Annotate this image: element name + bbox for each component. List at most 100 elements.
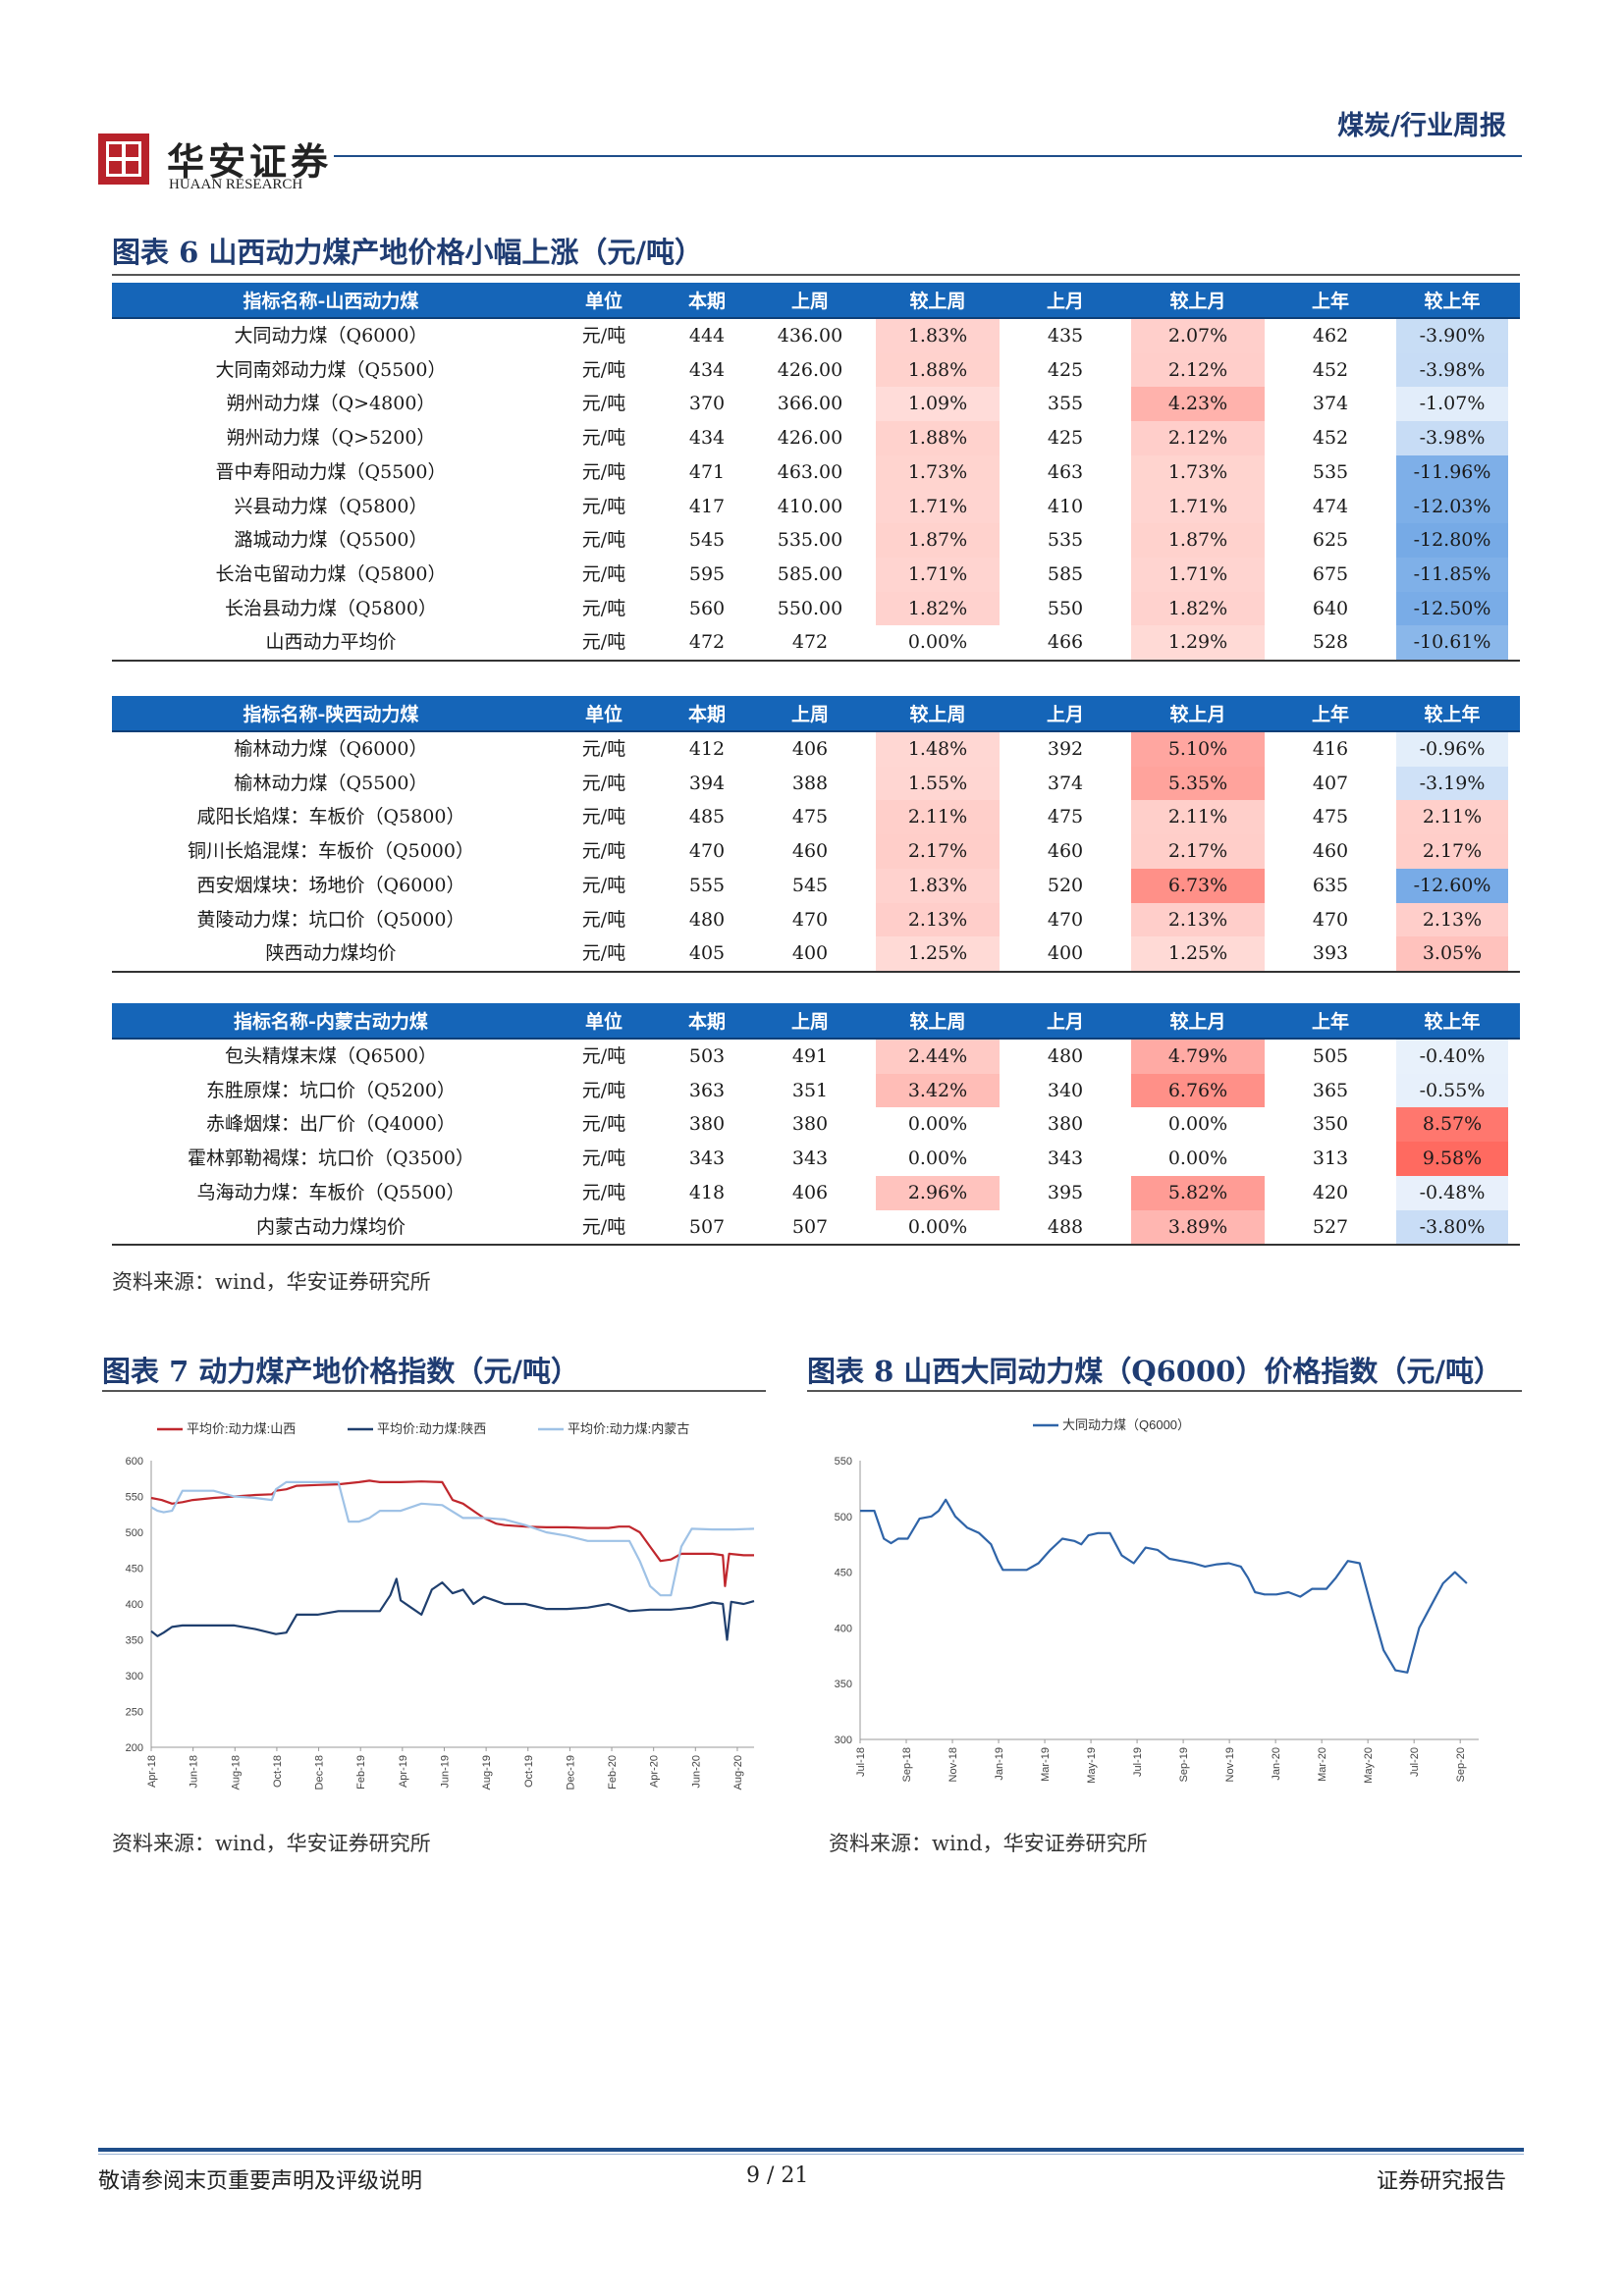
table-cell: 520 (1047, 874, 1084, 896)
table-header-cell: 较上年 (1384, 1003, 1520, 1040)
table-cell: 374 (1047, 772, 1084, 794)
table-cell: 463 (1047, 460, 1084, 483)
table-header-cell: 上年 (1276, 1003, 1384, 1040)
footer-disclaimer: 敬请参阅末页重要声明及评级说明 (98, 2169, 423, 2194)
table-cell: 625 (1312, 529, 1349, 552)
table-row: 黄陵动力煤：坑口价（Q5000） 元/吨 480 470 2.13% 470 2.13% 47… (112, 902, 1520, 937)
table-cell: 2.11% (1131, 800, 1265, 835)
table-row: 长治县动力煤（Q5800） 元/吨 560 550.00 1.82% 550 1.82% 64… (112, 591, 1520, 626)
table-cell: 472 (791, 631, 829, 654)
table-cell: 0.00% (907, 1148, 968, 1170)
table-cell: 470 (791, 908, 829, 931)
row-label: 霍林郭勒褐煤：坑口价（Q3500） (188, 1148, 474, 1170)
table-row: 霍林郭勒褐煤：坑口价（Q3500） 元/吨 343 343 0.00% 343 0.00% 3… (112, 1142, 1520, 1176)
table-cell: 503 (688, 1045, 726, 1067)
table-cell: 元/吨 (581, 1045, 626, 1067)
y-tick-label: 500 (126, 1527, 143, 1539)
table-header-cell: 上月 (1011, 1003, 1119, 1040)
table-cell: 417 (688, 495, 726, 517)
table-cell: -12.50% (1396, 591, 1508, 626)
table-header-cell: 较上月 (1119, 283, 1276, 319)
row-label: 兴县动力煤（Q5800） (234, 495, 428, 517)
table-cell: 480 (688, 908, 726, 931)
table-header-cell: 上年 (1276, 696, 1384, 732)
table-cell: 560 (688, 597, 726, 619)
table-cell: -11.96% (1396, 454, 1508, 490)
row-label: 榆林动力煤（Q5500） (234, 772, 428, 794)
x-tick-label: Oct-19 (523, 1755, 535, 1788)
table-row: 东胜原煤：坑口价（Q5200） 元/吨 363 351 3.42% 340 6.76% 365… (112, 1073, 1520, 1108)
table-cell: 2.07% (1131, 319, 1265, 353)
table-cell: 474 (1312, 495, 1349, 517)
table-cell: 元/吨 (581, 840, 626, 863)
table-cell: 4.79% (1131, 1040, 1265, 1074)
table-cell: -12.80% (1396, 523, 1508, 558)
x-tick-label: May-20 (1363, 1747, 1375, 1784)
table-cell: -0.96% (1396, 732, 1508, 767)
table-row: 咸阳长焰煤：车板价（Q5800） 元/吨 485 475 2.11% 475 2.11% 47… (112, 800, 1520, 835)
table-cell: -0.55% (1396, 1073, 1508, 1108)
table-row: 乌海动力煤：车板价（Q5500） 元/吨 418 406 2.96% 395 5.82% 42… (112, 1175, 1520, 1210)
table-cell: 351 (791, 1079, 829, 1101)
table-cell: 元/吨 (581, 358, 626, 381)
table-cell: -3.80% (1396, 1209, 1508, 1245)
figure7-rule (102, 1390, 766, 1392)
row-label: 大同南郊动力煤（Q5500） (215, 358, 447, 381)
x-tick-label: Aug-19 (481, 1755, 493, 1789)
table-cell: 2.12% (1131, 421, 1265, 455)
row-label: 晋中寿阳动力煤（Q5500） (215, 460, 447, 483)
y-tick-label: 450 (126, 1564, 143, 1575)
table-cell: 1.87% (876, 523, 1000, 558)
row-label: 东胜原煤：坑口价（Q5200） (206, 1079, 456, 1101)
x-tick-label: Aug-20 (732, 1755, 744, 1789)
table-cell: 460 (1312, 840, 1349, 863)
report-type: 煤炭/行业周报 (1337, 111, 1506, 141)
legend-label: 平均价:动力煤:陕西 (377, 1421, 486, 1436)
x-tick-label: Jan-20 (1271, 1747, 1282, 1781)
table-cell: 485 (688, 806, 726, 828)
y-tick-label: 450 (835, 1568, 852, 1579)
series-line-shaanxi (150, 1577, 755, 1641)
y-tick-label: 600 (126, 1456, 143, 1468)
table-cell: 435 (1047, 325, 1084, 347)
table-header-cell: 上月 (1011, 283, 1119, 319)
x-tick-label: Jun-19 (439, 1755, 451, 1789)
table-cell: 407 (1312, 772, 1349, 794)
table-cell: 1.25% (1131, 936, 1265, 971)
table-cell: 452 (1312, 358, 1349, 381)
x-tick-label: Jun-20 (690, 1755, 702, 1789)
table-row: 兴县动力煤（Q5800） 元/吨 417 410.00 1.71% 410 1.71% 474… (112, 489, 1520, 524)
series-line-shanxi (150, 1479, 754, 1587)
table-cell: 元/吨 (581, 631, 626, 654)
table-cell: 675 (1312, 562, 1349, 585)
table-cell: 380 (688, 1113, 726, 1136)
row-label: 西安烟煤块：场地价（Q6000） (196, 874, 465, 896)
table-header-name: 指标名称-内蒙古动力煤 (112, 1003, 550, 1040)
table-cell: 340 (1047, 1079, 1084, 1101)
table-cell: 0.00% (907, 1215, 968, 1238)
row-label: 乌海动力煤：车板价（Q5500） (196, 1181, 465, 1203)
table-cell: 2.13% (1131, 902, 1265, 937)
table-row: 西安烟煤块：场地价（Q6000） 元/吨 555 545 1.83% 520 6.73% 63… (112, 868, 1520, 903)
figure8-source: 资料来源：wind，华安证券研究所 (829, 1832, 1148, 1855)
table-cell: 1.09% (876, 387, 1000, 422)
table-cell: 392 (1047, 738, 1084, 760)
table-cell: 555 (688, 874, 726, 896)
table-cell: 2.11% (1396, 800, 1508, 835)
table-cell: 1.48% (876, 732, 1000, 767)
table-cell: 462 (1312, 325, 1349, 347)
table-header-name: 指标名称-山西动力煤 (112, 283, 550, 319)
figure7-title: 图表 7 动力煤产地价格指数（元/吨） (102, 1355, 579, 1388)
table-cell: 元/吨 (581, 529, 626, 552)
table-header-cell: 较上周 (864, 696, 1011, 732)
table-header-cell: 较上周 (864, 1003, 1011, 1040)
table-cell: 2.96% (876, 1175, 1000, 1210)
table-cell: 426.00 (777, 427, 843, 450)
table-header-cell: 上月 (1011, 696, 1119, 732)
table-row: 长治屯留动力煤（Q5800） 元/吨 595 585.00 1.71% 585 1.71% 6… (112, 557, 1520, 592)
table-cell: 470 (1047, 908, 1084, 931)
table-cell: 472 (688, 631, 726, 654)
table-cell: 425 (1047, 358, 1084, 381)
table-cell: 535 (1047, 529, 1084, 552)
table-cell: 元/吨 (581, 1181, 626, 1203)
